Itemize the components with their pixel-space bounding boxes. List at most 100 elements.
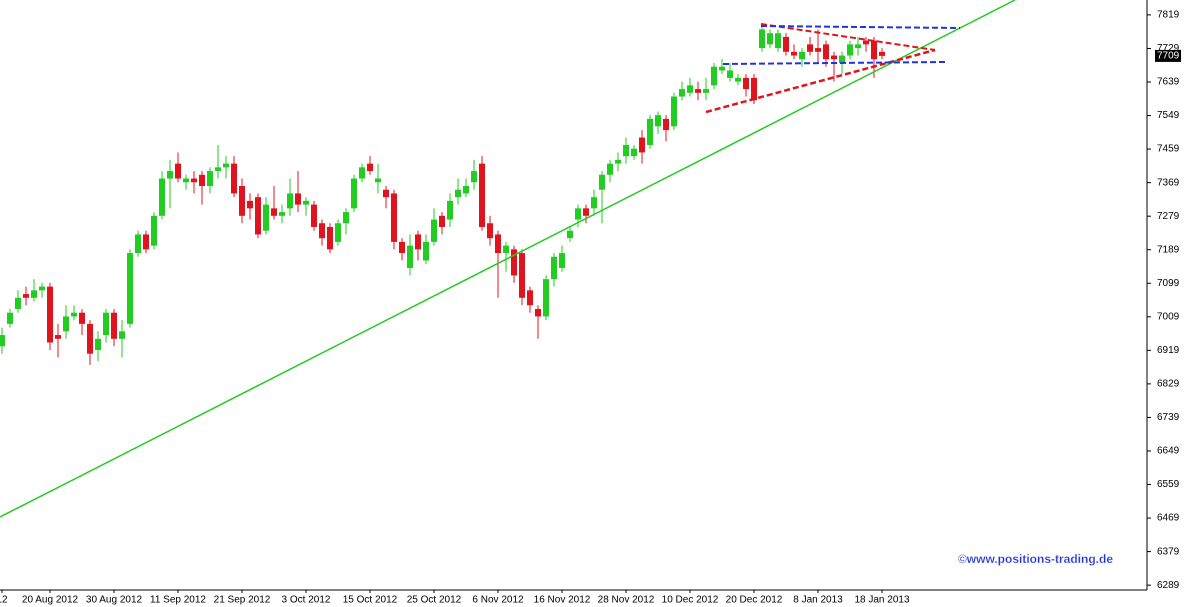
candle-body: [207, 171, 213, 186]
candle-body: [815, 48, 821, 52]
y-tick-label: 7549: [1157, 110, 1180, 121]
candle-body: [87, 323, 93, 354]
candle-body: [31, 290, 37, 298]
candle-body: [47, 286, 53, 343]
candle-body: [783, 36, 789, 52]
y-tick-label: 7369: [1157, 177, 1180, 188]
candle-body: [175, 163, 181, 179]
candle-body: [199, 174, 205, 186]
candle-body: [23, 294, 29, 298]
candle-body: [679, 89, 685, 97]
candle-body: [71, 312, 77, 317]
candle-body: [407, 245, 413, 268]
candle-body: [591, 197, 597, 209]
y-tick-label: 7639: [1157, 77, 1180, 88]
candle-body: [63, 316, 69, 332]
candle-body: [711, 66, 717, 86]
triangle-line: [705, 48, 936, 114]
candle-body: [7, 312, 13, 324]
x-tick-label: 21 Sep 2012: [214, 595, 271, 606]
candle-body: [623, 144, 629, 157]
candle-body: [39, 286, 45, 291]
candle-body: [103, 312, 109, 336]
candle-body: [135, 234, 141, 254]
candle-body: [503, 245, 509, 254]
y-tick-label: 7279: [1157, 211, 1180, 222]
candle-body: [471, 171, 477, 183]
candle-body: [831, 55, 837, 60]
candle-body: [775, 33, 781, 49]
candle-body: [263, 204, 269, 231]
x-tick-label: 10 Dec 2012: [662, 595, 719, 606]
candle-body: [303, 200, 309, 205]
y-tick-label: 6379: [1157, 546, 1180, 557]
candle-body: [743, 77, 749, 90]
candle-body: [287, 193, 293, 209]
trend-line: [0, 0, 1016, 518]
candle-body: [271, 208, 277, 216]
candle-body: [95, 338, 101, 350]
y-tick-label: 6829: [1157, 379, 1180, 390]
candle-body: [847, 44, 853, 56]
candle-body: [703, 89, 709, 93]
candle-body: [607, 163, 613, 175]
candle-body: [295, 193, 301, 205]
candle-body: [663, 118, 669, 131]
y-tick-label: 6919: [1157, 345, 1180, 356]
candle-body: [479, 163, 485, 227]
candle-body: [631, 148, 637, 157]
y-tick-label: 6559: [1157, 479, 1180, 490]
candle-body: [647, 118, 653, 145]
candle-body: [223, 163, 229, 168]
candle-body: [0, 335, 5, 347]
candle-body: [431, 219, 437, 242]
candle-body: [111, 312, 117, 339]
y-tick-label: 7099: [1157, 278, 1180, 289]
candle-body: [167, 171, 173, 179]
candle-body: [375, 178, 381, 183]
candle-body: [159, 178, 165, 216]
x-tick-label: 20 Aug 2012: [22, 595, 79, 606]
candle-body: [727, 70, 733, 78]
x-tick-label: 3 Oct 2012: [282, 595, 331, 606]
candle-body: [383, 189, 389, 198]
candle-body: [231, 163, 237, 194]
candle-body: [183, 178, 189, 183]
candle-body: [399, 241, 405, 254]
candle-body: [575, 208, 581, 220]
candle-body: [455, 189, 461, 198]
candle-body: [327, 226, 333, 250]
candle-body: [351, 178, 357, 209]
candle-body: [15, 297, 21, 309]
x-tick-label: 25 Oct 2012: [407, 595, 462, 606]
candle-body: [807, 44, 813, 52]
x-tick-label: 11 Sep 2012: [150, 595, 206, 606]
y-tick-label: 6469: [1157, 513, 1180, 524]
last-price-box: [1155, 49, 1181, 62]
y-tick-label: 7729: [1157, 43, 1180, 54]
candle-body: [151, 215, 157, 246]
y-tick-label: 6289: [1157, 580, 1180, 591]
candle-body: [543, 279, 549, 317]
candle-body: [191, 178, 197, 183]
candle-body: [567, 230, 573, 239]
candle-body: [247, 200, 253, 209]
candle-body: [559, 253, 565, 268]
candle-body: [535, 308, 541, 317]
x-tick-label: 16 Nov 2012: [534, 595, 591, 606]
x-tick-label: 30 Aug 2012: [86, 595, 143, 606]
candle-body: [671, 96, 677, 127]
candle-body: [143, 234, 149, 250]
candle-body: [487, 223, 493, 239]
candle-body: [839, 55, 845, 63]
candles: [0, 25, 885, 365]
candle-body: [735, 77, 741, 82]
candle-body: [751, 77, 757, 101]
candle-body: [615, 159, 621, 164]
y-tick-label: 6649: [1157, 446, 1180, 457]
candle-body: [823, 44, 829, 60]
last-price-label: 7709: [1157, 51, 1180, 62]
